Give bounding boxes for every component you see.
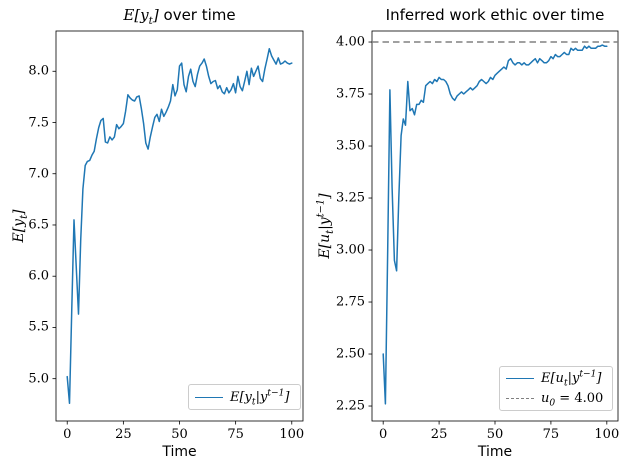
y-tick-label: 3.25 (336, 190, 365, 206)
y-tick-label: 2.25 (336, 398, 365, 414)
y-tick-label: 3.75 (336, 86, 365, 102)
work-ethic-axes (368, 30, 619, 425)
x-tick-label: 100 (594, 427, 620, 442)
y-tick-label: 7.0 (28, 166, 49, 182)
x-tick-label: 50 (171, 427, 188, 442)
solid-line-sample-icon (506, 378, 534, 380)
y-tick-label: 8.0 (28, 63, 49, 79)
y-tick-label: 6.0 (28, 268, 49, 284)
right-legend: E[ut|yt−1] u0 = 4.00 (499, 366, 613, 411)
right-x-axis-label: Time (477, 444, 513, 460)
y-tick-label: 2.50 (336, 346, 365, 362)
left-chart-title: E[yt] over time (56, 6, 303, 27)
x-tick-label: 75 (542, 427, 560, 442)
x-tick-label: 50 (486, 427, 504, 442)
left-legend: E[yt|yt−1] (188, 384, 301, 410)
y-tick-label: 3.00 (336, 242, 365, 258)
right-chart-title: Inferred work ethic over time (385, 6, 605, 24)
y-tick-label: 6.5 (28, 217, 49, 233)
y-tick-label: 4.00 (336, 34, 365, 50)
y-tick-label: 7.5 (28, 115, 49, 130)
x-tick-label: 100 (279, 427, 305, 442)
y-tick-label: 3.50 (336, 138, 365, 154)
left-title-math: E[yt] (123, 6, 159, 27)
legend-entry: E[ut|yt−1] (506, 370, 606, 389)
y-tick-label: 5.5 (28, 319, 49, 335)
x-tick-label: 75 (227, 427, 244, 442)
series-line (66, 47, 293, 405)
left-title-text: over time (158, 6, 236, 24)
axes-frame (55, 30, 304, 422)
series-line (382, 44, 608, 405)
x-tick-label: 0 (63, 427, 72, 442)
legend-label: E[yt|yt−1] (230, 388, 290, 408)
legend-label: u0 = 4.00 (541, 390, 604, 409)
legend-label: E[ut|yt−1] (541, 370, 602, 389)
legend-entry: E[yt|yt−1] (195, 388, 294, 408)
y-tick-label: 2.75 (336, 294, 365, 310)
y-tick-label: 5.0 (28, 371, 49, 387)
x-tick-label: 0 (379, 427, 388, 442)
dashed-line-sample-icon (506, 397, 534, 399)
x-tick-label: 25 (115, 427, 132, 442)
left-x-axis-label: Time (162, 444, 197, 460)
x-tick-label: 25 (430, 427, 448, 442)
solid-line-sample-icon (195, 396, 223, 398)
legend-entry: u0 = 4.00 (506, 390, 606, 409)
expected-output-axes (52, 30, 304, 425)
